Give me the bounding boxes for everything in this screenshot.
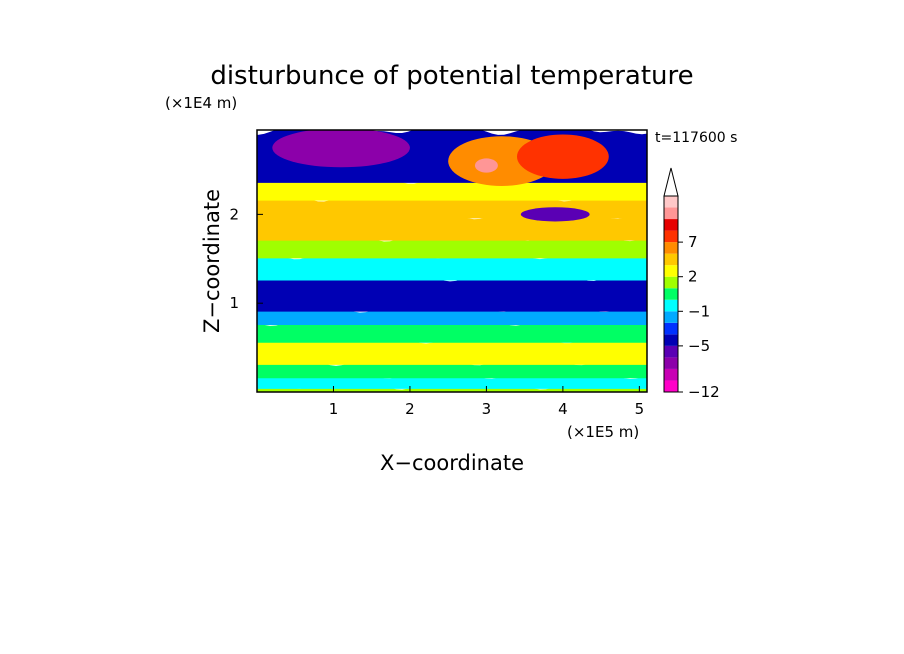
colorbar-segment xyxy=(664,311,678,323)
colorbar-tick-label: −5 xyxy=(688,337,710,355)
colorbar-segment xyxy=(664,322,678,335)
colorbar-segment xyxy=(664,380,678,392)
y-axis-label: Z−coordinate xyxy=(200,189,224,333)
y-tick-label: 1 xyxy=(229,294,239,312)
colorbar-segment xyxy=(664,242,678,254)
field-band xyxy=(257,271,647,312)
field-feature xyxy=(520,207,590,222)
colorbar-segment xyxy=(664,207,678,220)
y-unit-label: (×1E4 m) xyxy=(165,94,237,112)
x-tick-label: 3 xyxy=(482,400,492,418)
colorbar-segment xyxy=(664,276,678,289)
x-tick-label: 4 xyxy=(558,400,568,418)
colorbar-tick-label: −1 xyxy=(688,302,710,320)
field-feature xyxy=(272,130,410,168)
colorbar-tick-label: −12 xyxy=(688,383,720,401)
colorbar-segment xyxy=(664,334,678,346)
colorbar-segment xyxy=(664,253,678,266)
colorbar-frame xyxy=(663,195,679,393)
time-label: t=117600 s xyxy=(655,130,737,146)
colorbar-segment xyxy=(664,265,678,277)
colorbar-tick-label: 2 xyxy=(688,268,698,286)
colorbar-segment xyxy=(664,196,678,208)
colorbar: −12−5−127 xyxy=(663,167,720,401)
field-feature xyxy=(474,158,498,173)
colorbar-segment xyxy=(664,345,678,358)
colorbar-extend-arrow xyxy=(663,167,679,197)
colorbar-segment xyxy=(664,230,678,243)
colorbar-segment xyxy=(664,368,678,381)
x-tick-label: 5 xyxy=(635,400,645,418)
colorbar-segment xyxy=(664,357,678,369)
colorbar-segment xyxy=(664,288,678,300)
chart-title: disturbunce of potential temperature xyxy=(210,61,693,91)
x-tick-label: 1 xyxy=(329,400,339,418)
x-axis-label: X−coordinate xyxy=(380,451,524,475)
colorbar-segment xyxy=(664,299,678,312)
x-unit-label: (×1E5 m) xyxy=(567,423,639,441)
x-axis: 1 2 3 4 5 xyxy=(329,386,644,418)
y-tick-label: 2 xyxy=(229,205,239,223)
x-tick-label: 2 xyxy=(405,400,415,418)
y-axis: 12 xyxy=(229,205,263,312)
plot-frame xyxy=(256,129,648,393)
heatmap-field xyxy=(257,130,647,392)
colorbar-tick-label: 7 xyxy=(688,233,698,251)
colorbar-segment xyxy=(664,219,678,231)
field-feature xyxy=(517,134,609,179)
